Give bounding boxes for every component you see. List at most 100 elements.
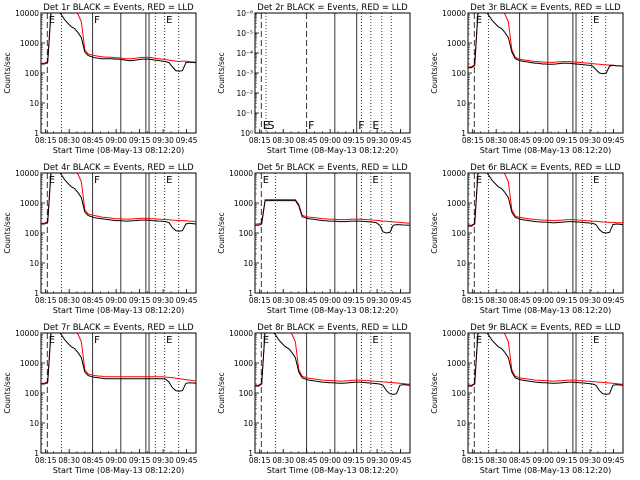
y-tick-label: 10000 (229, 169, 253, 178)
series-lld (41, 13, 196, 64)
y-tick-label: 100 (25, 389, 40, 398)
marker-label: E (49, 175, 55, 186)
x-tick-label: 08:45 (509, 456, 531, 465)
marker-label: E (263, 119, 270, 132)
marker-label: S (267, 119, 274, 132)
panel-title: Det 4r BLACK = Events, RED = LLD (43, 163, 194, 173)
x-tick-label: 09:30 (366, 296, 388, 305)
marker-label: E (372, 119, 379, 132)
panel-det-9: Det 9r BLACK = Events, RED = LLD 1 10 100 10… (430, 323, 625, 475)
x-tick-label: 09:45 (603, 136, 625, 145)
panel-title: Det 6r BLACK = Events, RED = LLD (470, 163, 621, 173)
series-events (468, 173, 623, 234)
x-tick-label: 08:30 (58, 136, 80, 145)
y-tick-label: 1000 (20, 359, 39, 368)
x-tick-label: 09:00 (105, 456, 127, 465)
y-tick-label: 100 (452, 69, 467, 78)
x-tick-label: 08:45 (296, 456, 318, 465)
marker-label: E (593, 175, 599, 186)
y-axis-label: Counts/sec (430, 52, 439, 93)
x-tick-label: 09:15 (343, 456, 365, 465)
x-tick-label: 09:45 (176, 456, 198, 465)
x-axis-label: Start Time (08-May-13 08:12:20) (480, 146, 611, 155)
y-tick-label: 10⁻³ (236, 69, 253, 78)
x-tick-label: 09:45 (176, 296, 198, 305)
marker-label: F (358, 119, 364, 132)
panel-title: Det 1r BLACK = Events, RED = LLD (43, 3, 194, 13)
y-tick-label: 1 (248, 289, 253, 298)
x-tick-label: 08:30 (58, 456, 80, 465)
x-tick-label: 09:30 (579, 456, 601, 465)
y-tick-label: 1 (34, 289, 39, 298)
y-tick-label: 10⁰ (240, 129, 253, 138)
x-tick-label: 09:30 (366, 136, 388, 145)
y-tick-label: 1000 (447, 359, 466, 368)
y-tick-label: 1000 (234, 199, 253, 208)
marker-label: E (476, 15, 482, 26)
x-tick-label: 08:45 (82, 296, 104, 305)
y-tick-label: 10⁻² (236, 89, 253, 98)
x-tick-label: 08:30 (485, 136, 507, 145)
x-tick-label: 09:30 (152, 136, 174, 145)
x-axis-label: Start Time (08-May-13 08:12:20) (53, 466, 184, 475)
marker-label: E (49, 335, 55, 346)
x-tick-label: 08:30 (272, 296, 294, 305)
panel-det-7: Det 7r BLACK = Events, RED = LLD 1 10 100 10… (3, 323, 198, 475)
panel-det-5: Det 5r BLACK = Events, RED = LLD 1 10 100 10… (217, 163, 412, 315)
y-tick-label: 1000 (20, 199, 39, 208)
series-lld (41, 333, 196, 384)
x-tick-label: 09:45 (390, 136, 412, 145)
x-tick-label: 09:00 (105, 296, 127, 305)
x-axis-label: Start Time (08-May-13 08:12:20) (53, 146, 184, 155)
y-tick-label: 10⁻⁶ (236, 9, 253, 18)
x-tick-label: 09:45 (603, 456, 625, 465)
x-tick-label: 08:15 (462, 136, 484, 145)
x-tick-label: 08:15 (249, 456, 271, 465)
series-events (41, 333, 196, 392)
plot-frame (254, 12, 411, 134)
y-tick-label: 10⁻⁵ (236, 29, 253, 38)
y-tick-label: 1 (461, 129, 466, 138)
series-events (255, 333, 410, 395)
y-axis-label: Counts/sec (430, 372, 439, 413)
marker-label: F (308, 119, 314, 132)
x-tick-label: 08:15 (249, 296, 271, 305)
y-axis-label: Counts/sec (217, 52, 226, 93)
x-tick-label: 08:30 (485, 456, 507, 465)
x-tick-label: 08:45 (509, 136, 531, 145)
x-axis-label: Start Time (08-May-13 08:12:20) (480, 306, 611, 315)
y-tick-label: 1000 (447, 39, 466, 48)
y-tick-label: 10000 (15, 9, 39, 18)
plot-frame (467, 172, 624, 294)
x-tick-label: 09:15 (129, 136, 151, 145)
marker-label: E (593, 15, 599, 26)
y-tick-label: 10 (243, 419, 253, 428)
marker-label: E (476, 175, 482, 186)
y-tick-label: 10000 (442, 9, 466, 18)
x-tick-label: 09:15 (129, 296, 151, 305)
y-tick-label: 100 (452, 229, 467, 238)
x-axis-label: Start Time (08-May-13 08:12:20) (480, 466, 611, 475)
series-events (255, 200, 410, 234)
marker-label: E (166, 335, 172, 346)
y-tick-label: 10000 (15, 329, 39, 338)
marker-label: E (49, 15, 55, 26)
panel-title: Det 8r BLACK = Events, RED = LLD (257, 323, 408, 333)
marker-label: F (94, 335, 100, 346)
y-tick-label: 10 (243, 259, 253, 268)
x-tick-label: 08:30 (58, 296, 80, 305)
y-tick-label: 1 (248, 449, 253, 458)
plot-frame (40, 332, 197, 454)
x-tick-label: 08:45 (296, 296, 318, 305)
x-tick-label: 09:45 (390, 296, 412, 305)
x-tick-label: 09:00 (319, 456, 341, 465)
x-tick-label: 09:45 (390, 456, 412, 465)
x-tick-label: 08:45 (509, 296, 531, 305)
y-tick-label: 10 (456, 99, 466, 108)
y-axis-label: Counts/sec (3, 372, 12, 413)
y-tick-label: 1 (461, 449, 466, 458)
plot-frame (254, 332, 411, 454)
marker-label: E (263, 175, 269, 186)
x-tick-label: 09:30 (579, 296, 601, 305)
